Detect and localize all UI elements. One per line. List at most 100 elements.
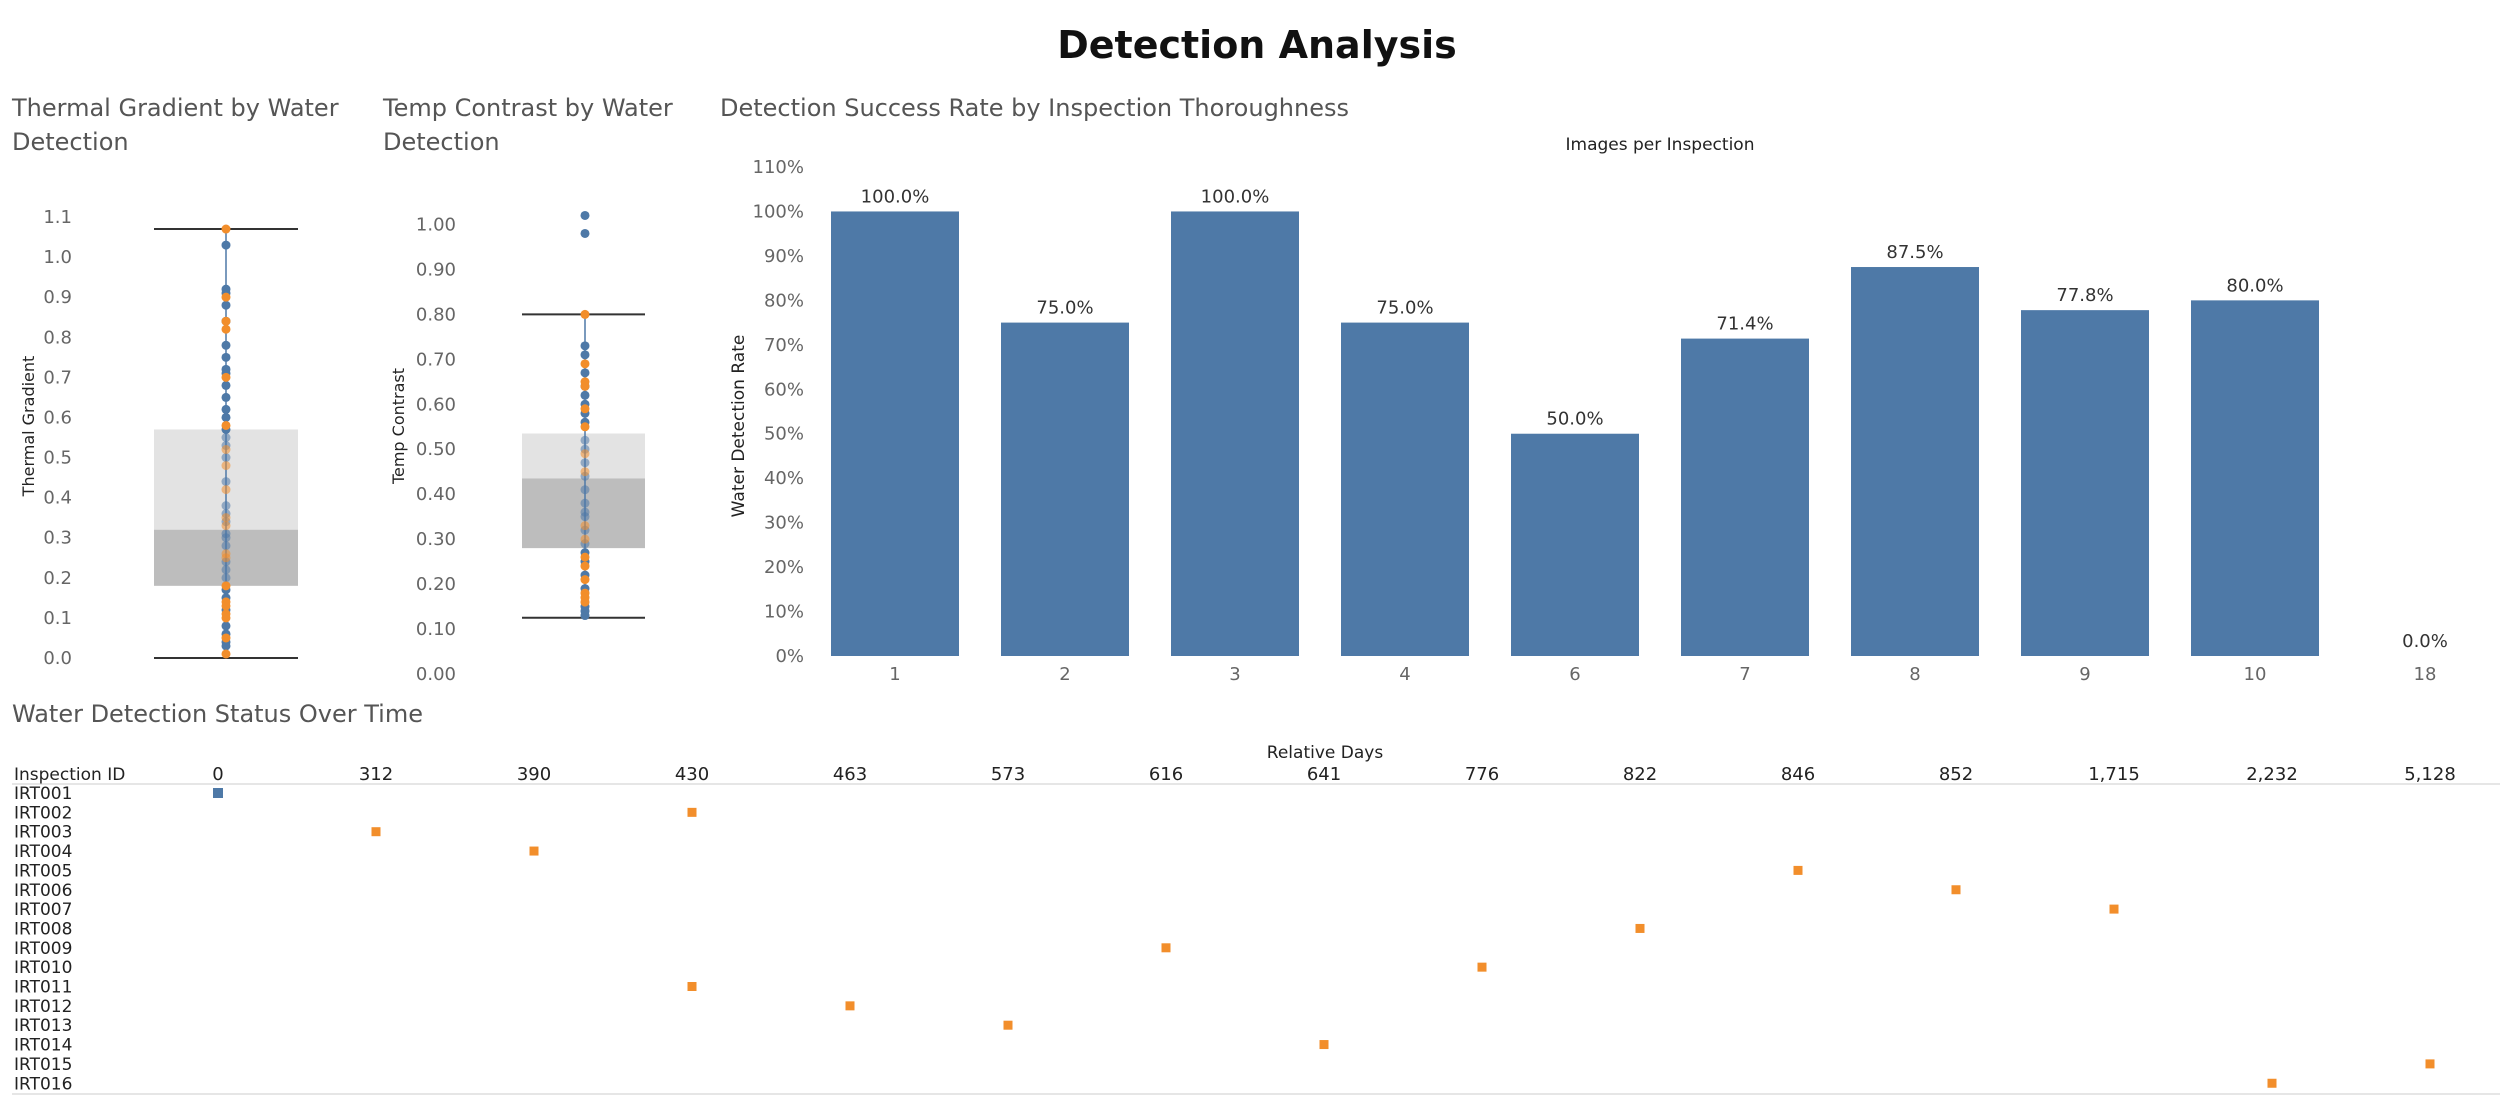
blue-point (221, 501, 231, 511)
orange-point (221, 513, 231, 523)
blue-point (580, 485, 590, 495)
x-tick-label: 3 (1229, 664, 1240, 685)
detection-rate-chart: Detection Success Rate by Inspection Tho… (720, 94, 2448, 685)
y-tick-label: 0.10 (416, 619, 456, 640)
x-tick-label: 9 (2079, 664, 2090, 685)
orange-square-marker (2425, 1059, 2435, 1069)
temp-contrast-y-axis-title: Temp Contrast (389, 368, 408, 485)
row-label: IRT003 (14, 823, 72, 843)
blue-point (221, 240, 231, 250)
orange-point (580, 561, 590, 571)
blue-point (580, 435, 590, 445)
x-tick-label: 573 (991, 764, 1025, 785)
y-tick-label: 0.00 (416, 664, 456, 685)
temp-contrast-title-line2: Detection (383, 128, 500, 156)
orange-point (221, 461, 231, 471)
thermal-gradient-title-line2: Detection (12, 128, 129, 156)
blue-point (580, 611, 590, 621)
orange-point (221, 633, 231, 643)
bar-value-label: 80.0% (2226, 275, 2283, 296)
row-label: IRT016 (14, 1074, 72, 1094)
x-tick-label: 430 (675, 764, 709, 785)
y-tick-label: 0.0 (43, 648, 72, 669)
orange-point (580, 534, 590, 544)
y-tick-label: 50% (764, 424, 804, 445)
row-label: IRT001 (14, 784, 72, 804)
y-tick-label: 0.50 (416, 439, 456, 460)
blue-point (221, 404, 231, 414)
y-tick-label: 0.40 (416, 484, 456, 505)
row-label: IRT007 (14, 900, 72, 920)
orange-point (221, 292, 231, 302)
bar-value-label: 100.0% (861, 186, 930, 207)
row-label: IRT004 (14, 842, 72, 862)
orange-square-marker (1003, 1020, 1013, 1030)
orange-point (580, 521, 590, 531)
y-tick-label: 90% (764, 246, 804, 267)
blue-point (580, 341, 590, 351)
blue-point (221, 380, 231, 390)
blue-point (580, 512, 590, 522)
bar (1171, 211, 1299, 657)
x-tick-label: 616 (1149, 764, 1183, 785)
x-tick-label: 641 (1307, 764, 1341, 785)
y-tick-label: 0% (775, 646, 804, 667)
bar-value-label: 100.0% (1201, 186, 1270, 207)
orange-square-marker (845, 1001, 855, 1011)
bar (2191, 300, 2319, 656)
status-over-time-title: Water Detection Status Over Time (12, 700, 423, 728)
temp-contrast-title-line1: Temp Contrast by Water (382, 94, 673, 122)
orange-point (221, 445, 231, 455)
y-tick-label: 10% (764, 602, 804, 623)
blue-point (221, 412, 231, 422)
blue-point (221, 533, 231, 543)
orange-point (580, 597, 590, 607)
row-label: IRT015 (14, 1055, 72, 1075)
detection-rate-x-axis-title: Images per Inspection (1566, 135, 1755, 155)
orange-point (221, 649, 231, 659)
blue-point (221, 621, 231, 631)
blue-point (580, 350, 590, 360)
y-tick-label: 0.90 (416, 259, 456, 280)
x-tick-label: 390 (517, 764, 551, 785)
blue-point (221, 541, 231, 551)
y-tick-label: 80% (764, 290, 804, 311)
bar-value-label: 87.5% (1886, 242, 1943, 263)
row-label: IRT009 (14, 939, 72, 959)
orange-point (580, 449, 590, 459)
orange-point (580, 309, 590, 319)
blue-point (580, 368, 590, 378)
bar (831, 211, 959, 657)
x-tick-label: 852 (1939, 764, 1973, 785)
orange-point (221, 613, 231, 623)
orange-point (221, 372, 231, 382)
orange-square-marker (1319, 1040, 1329, 1050)
row-label: IRT011 (14, 978, 72, 998)
y-tick-label: 0.80 (416, 304, 456, 325)
orange-square-marker (529, 846, 539, 856)
row-label: IRT002 (14, 803, 72, 823)
orange-square-marker (371, 827, 381, 837)
x-tick-label: 1,715 (2088, 764, 2140, 785)
y-tick-label: 60% (764, 379, 804, 400)
x-tick-label: 1 (889, 664, 900, 685)
blue-point (580, 228, 590, 238)
blue-point (580, 498, 590, 508)
orange-point (580, 552, 590, 562)
orange-square-marker (1793, 865, 1803, 875)
x-tick-label: 8 (1909, 664, 1920, 685)
bar (1681, 338, 1809, 656)
y-tick-label: 0.4 (43, 488, 72, 509)
orange-point (221, 553, 231, 563)
y-tick-label: 0.5 (43, 448, 72, 469)
x-tick-label: 2 (1059, 664, 1070, 685)
bar (1511, 433, 1639, 656)
orange-square-marker (687, 982, 697, 991)
orange-point (221, 521, 231, 531)
bar-value-label: 75.0% (1036, 298, 1093, 319)
detection-rate-title: Detection Success Rate by Inspection Tho… (720, 94, 1349, 122)
bar (2021, 310, 2149, 656)
x-tick-label: 463 (833, 764, 867, 785)
orange-point (580, 359, 590, 369)
x-tick-label: 0 (212, 764, 223, 785)
